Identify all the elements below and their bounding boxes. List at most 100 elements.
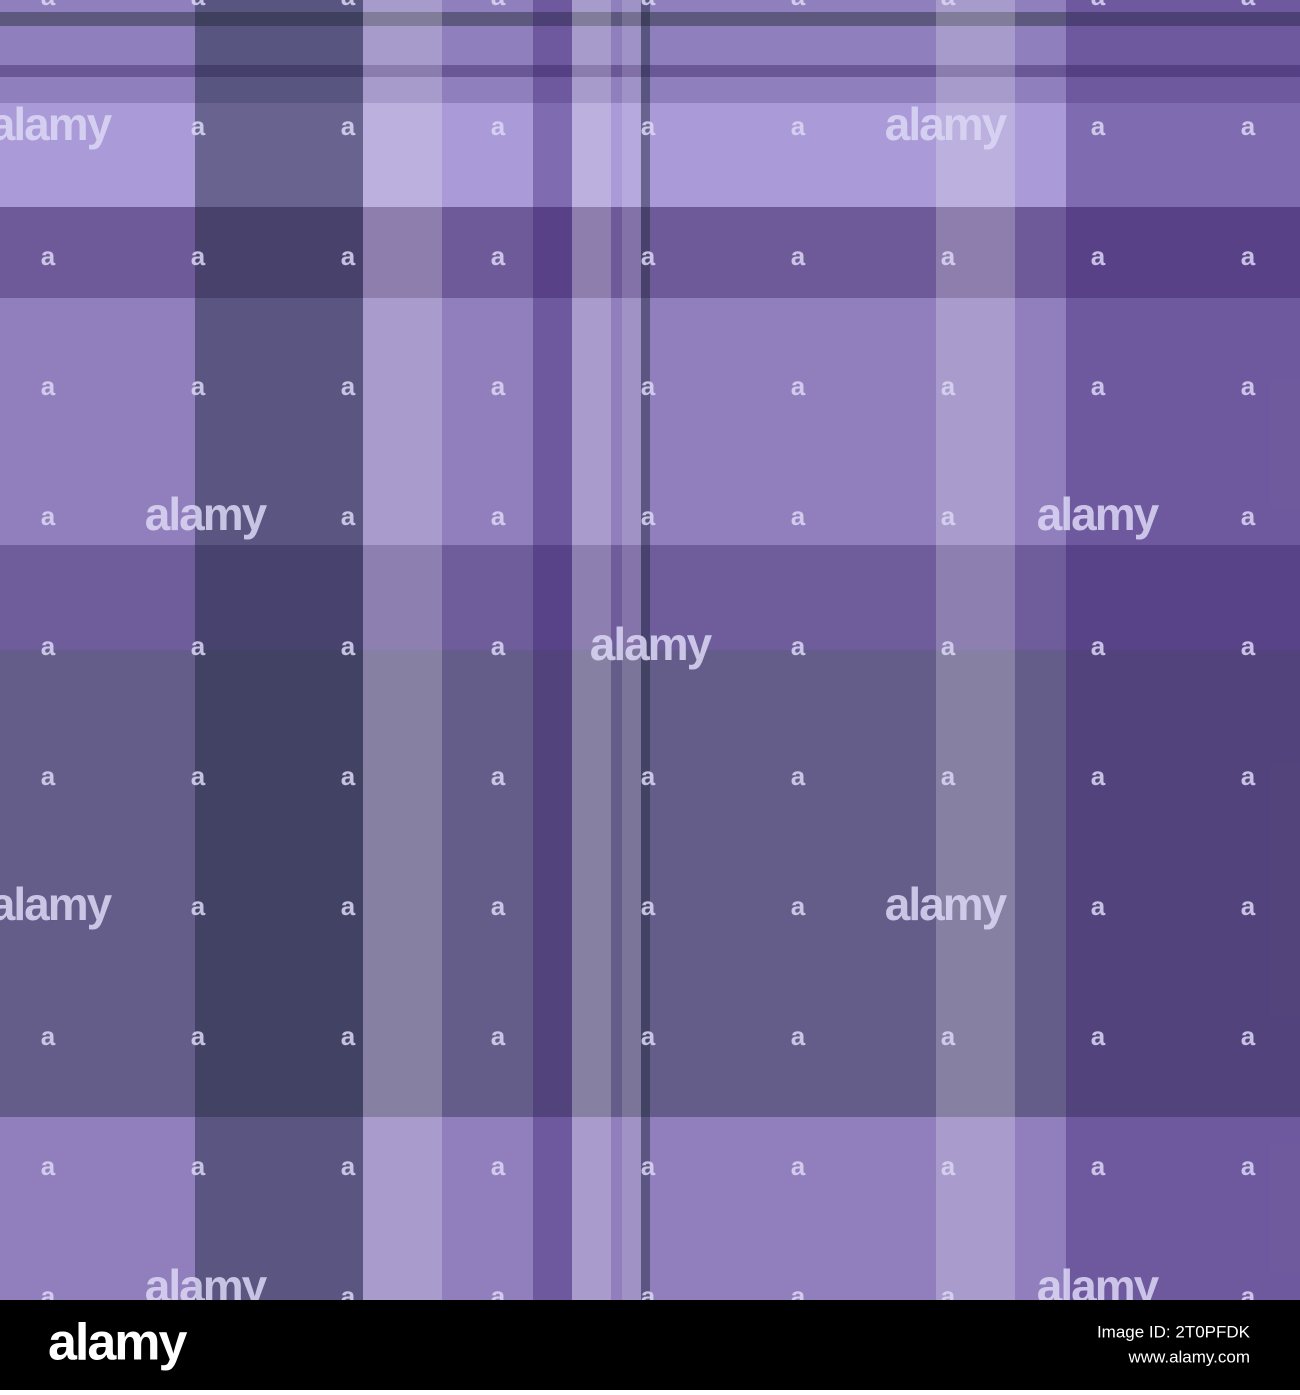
watermark-small: a [941,1021,956,1051]
watermark-small: a [1241,0,1256,11]
watermark-small: a [491,371,506,401]
watermark-small: a [341,631,356,661]
vertical-stripe [363,0,442,1300]
watermark: alamy [885,878,1008,930]
watermark-small: a [341,501,356,531]
watermark-small: a [41,241,56,271]
watermark-small: a [641,241,656,271]
watermark-small: a [491,891,506,921]
watermark-small: a [191,371,206,401]
watermark-small: a [1091,1021,1106,1051]
watermark: alamy [0,98,113,150]
watermark-small: a [941,371,956,401]
watermark-small: a [191,891,206,921]
watermark-small: a [641,111,656,141]
watermark-small: a [791,371,806,401]
watermark-small: a [191,631,206,661]
watermark: alamy [590,618,713,670]
horizontal-stripe [0,65,1300,77]
watermark: alamy [1037,488,1160,540]
footer-url: www.alamy.com [1127,1347,1250,1366]
watermark-small: a [1091,111,1106,141]
watermark-small: a [1241,631,1256,661]
watermark-small: a [341,0,356,11]
vertical-stripe [533,0,572,1300]
watermark-small: a [1091,1151,1106,1181]
footer-logo: alamy [48,1314,188,1372]
watermark-small: a [491,1021,506,1051]
watermark-small: a [341,1151,356,1181]
watermark-small: a [791,241,806,271]
watermark-small: a [1241,501,1256,531]
watermark-small: a [941,1151,956,1181]
watermark-small: a [491,0,506,11]
watermark-small: a [641,761,656,791]
watermark-small: a [641,0,656,11]
watermark-small: a [191,241,206,271]
watermark-small: a [641,501,656,531]
vertical-stripe [195,0,363,1300]
watermark-small: a [791,501,806,531]
watermark-small: a [791,761,806,791]
watermark-small: a [941,241,956,271]
watermark-small: a [1241,761,1256,791]
watermark-small: a [1241,1021,1256,1051]
horizontal-stripe [0,0,1300,12]
watermark-small: a [191,1021,206,1051]
image-id: Image ID: 2T0PFDK [1097,1322,1251,1341]
watermark-small: a [191,0,206,11]
watermark-small: a [941,0,956,11]
watermark-small: a [491,501,506,531]
watermark-small: a [491,241,506,271]
watermark-small: a [641,1021,656,1051]
watermark-small: a [1091,371,1106,401]
watermark-small: a [791,0,806,11]
watermark-small: a [341,371,356,401]
watermark-small: a [641,1151,656,1181]
watermark-small: a [41,0,56,11]
watermark-small: a [191,761,206,791]
watermark-small: a [1091,891,1106,921]
watermark-small: a [941,761,956,791]
watermark-small: a [341,1021,356,1051]
plaid-pattern [0,0,1300,1300]
vertical-stripe [936,0,1015,1300]
watermark-small: a [41,1151,56,1181]
watermark-small: a [41,501,56,531]
horizontal-stripe [0,77,1300,103]
watermark-small: a [1091,0,1106,11]
watermark-small: a [491,1151,506,1181]
watermark-small: a [1091,241,1106,271]
watermark-small: a [1091,761,1106,791]
watermark-small: a [941,631,956,661]
watermark-small: a [41,761,56,791]
watermark-small: a [41,631,56,661]
watermark-small: a [491,761,506,791]
watermark-small: a [41,1021,56,1051]
watermark-small: a [791,1021,806,1051]
watermark-small: a [1241,891,1256,921]
vertical-stripe [1066,0,1300,1300]
horizontal-stripe [0,298,1300,545]
watermark-small: a [191,111,206,141]
watermark-small: a [491,111,506,141]
horizontal-stripe [0,12,1300,26]
watermark-small: a [791,631,806,661]
watermark-small: a [941,501,956,531]
watermark-small: a [191,1151,206,1181]
watermark-small: a [1241,1151,1256,1181]
watermark-small: a [341,241,356,271]
watermark-small: a [1241,111,1256,141]
watermark-small: a [341,891,356,921]
watermark-small: a [791,891,806,921]
watermark: alamy [0,878,113,930]
watermark: alamy [145,488,268,540]
vertical-stripe [622,0,641,1300]
watermark-small: a [791,1151,806,1181]
watermark-small: a [341,111,356,141]
watermark-small: a [641,371,656,401]
watermark-small: a [341,761,356,791]
watermark-small: a [1241,241,1256,271]
